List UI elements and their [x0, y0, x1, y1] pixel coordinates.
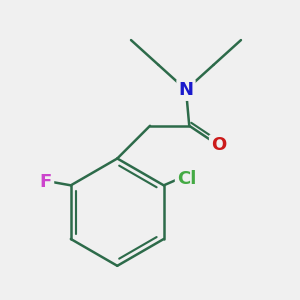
Text: Cl: Cl	[177, 170, 196, 188]
Text: O: O	[211, 136, 226, 154]
Text: N: N	[178, 81, 194, 99]
Text: F: F	[40, 173, 52, 191]
